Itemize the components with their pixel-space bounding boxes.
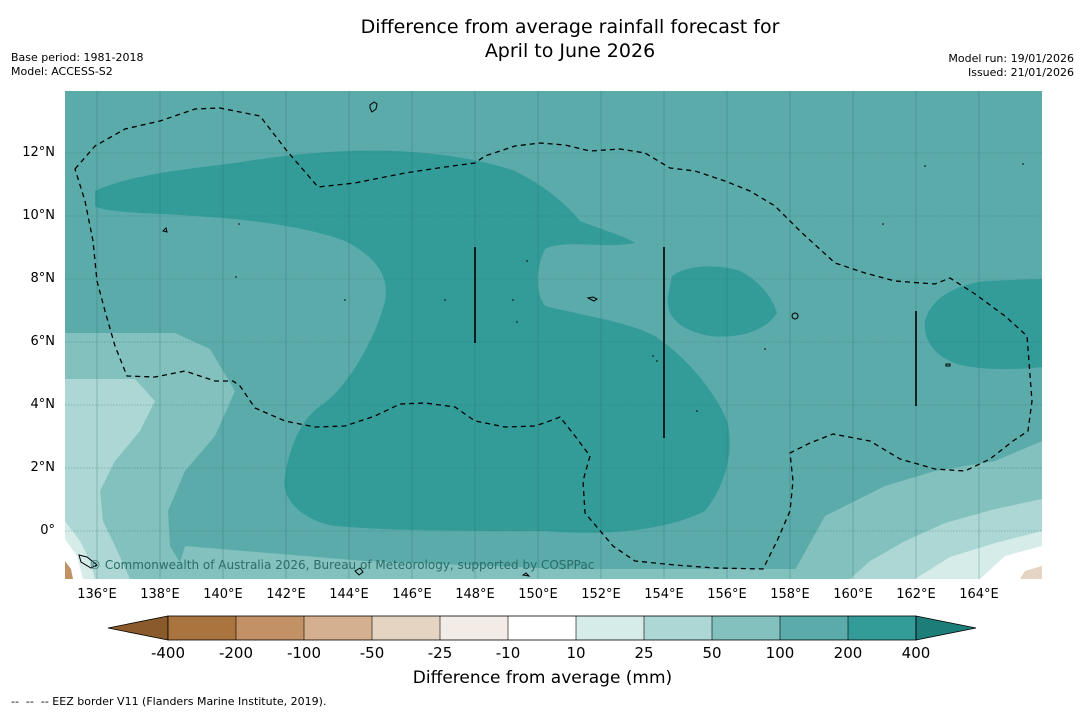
band-negative-southeast	[1020, 566, 1042, 579]
graticule	[65, 152, 1042, 532]
lat-label-6n: 6°N	[30, 334, 56, 349]
rainfall-map	[65, 91, 1042, 579]
colorbar-bin-1	[168, 616, 236, 640]
model-run: Model run: 19/01/2026	[948, 52, 1074, 65]
colorbar-tick: -25	[427, 644, 453, 662]
model-name: Model: ACCESS-S2	[11, 65, 113, 78]
eez-border	[74, 107, 1033, 570]
colorbar-tick: 25	[634, 644, 654, 662]
lon-label-148e: 148°E	[455, 587, 495, 602]
colorbar-tick: 100	[765, 644, 795, 662]
colorbar-arrow-high	[915, 615, 977, 641]
lat-label-8n: 8°N	[30, 271, 56, 286]
colorbar-bin-6	[508, 616, 576, 640]
colorbar-bin-10	[780, 616, 848, 640]
colorbar-tick: -200	[218, 644, 254, 662]
band-200-400-north	[95, 150, 730, 533]
colorbar-bin-8	[644, 616, 712, 640]
lon-label-158e: 158°E	[770, 587, 810, 602]
colorbar-bin-4	[372, 616, 440, 640]
island-outlines	[78, 101, 951, 577]
colorbar-bin-9	[712, 616, 780, 640]
band-200-400-east-blob	[667, 266, 777, 337]
lon-label-146e: 146°E	[392, 587, 432, 602]
issued-date: Issued: 21/01/2026	[967, 66, 1074, 79]
lon-label-138e: 138°E	[140, 587, 180, 602]
title-line-2: April to June 2026	[484, 40, 656, 62]
lon-label-152e: 152°E	[581, 587, 621, 602]
copyright-credit: © Commonwealth of Australia 2026, Bureau…	[89, 558, 595, 572]
band-negative-southwest	[65, 561, 73, 579]
lon-label-164e: 164°E	[959, 587, 999, 602]
lon-label-142e: 142°E	[266, 587, 306, 602]
lon-label-162e: 162°E	[896, 587, 936, 602]
lon-label-154e: 154°E	[644, 587, 684, 602]
colorbar-tick: -50	[359, 644, 385, 662]
colorbar-bin-5	[440, 616, 508, 640]
colorbar-tick: 200	[833, 644, 863, 662]
colorbar	[107, 615, 977, 641]
colorbar-arrow-low	[107, 615, 169, 641]
map-title: Difference from average rainfall forecas…	[0, 15, 1085, 63]
colorbar-tick: -100	[286, 644, 322, 662]
colorbar-bin-7	[576, 616, 644, 640]
band-50-100-south	[175, 546, 805, 579]
band-25-50-southwest	[65, 379, 155, 579]
lon-label-144e: 144°E	[329, 587, 369, 602]
band-200-400-far-east	[924, 279, 1042, 370]
lon-label-150e: 150°E	[518, 587, 558, 602]
colorbar-tick: 50	[702, 644, 722, 662]
colorbar-tick: -10	[495, 644, 521, 662]
colorbar-label: Difference from average (mm)	[412, 668, 673, 688]
lon-label-156e: 156°E	[707, 587, 747, 602]
colorbar-bin-3	[304, 616, 372, 640]
lat-label-12n: 12°N	[22, 145, 55, 160]
colorbar-bin-11	[848, 616, 916, 640]
lat-label-10n: 10°N	[22, 208, 55, 223]
base-period: Base period: 1981-2018	[11, 51, 144, 64]
colorbar-bin-2	[236, 616, 304, 640]
lon-label-160e: 160°E	[833, 587, 873, 602]
colorbar-tick: -400	[150, 644, 186, 662]
title-line-1: Difference from average rainfall forecas…	[360, 16, 780, 38]
colorbar-tick: 10	[566, 644, 586, 662]
lon-label-136e: 136°E	[77, 587, 117, 602]
lat-label-0: 0°	[40, 523, 55, 538]
eez-footnote: -- -- -- EEZ border V11 (Flanders Marine…	[11, 695, 327, 708]
base-info: Base period: 1981-2018 Model: ACCESS-S2	[11, 51, 143, 79]
run-info: Model run: 19/01/2026 Issued: 21/01/2026	[948, 52, 1074, 80]
lat-label-2n: 2°N	[30, 460, 56, 475]
colorbar-tick: 400	[901, 644, 931, 662]
lat-label-4n: 4°N	[30, 397, 56, 412]
lon-label-140e: 140°E	[203, 587, 243, 602]
